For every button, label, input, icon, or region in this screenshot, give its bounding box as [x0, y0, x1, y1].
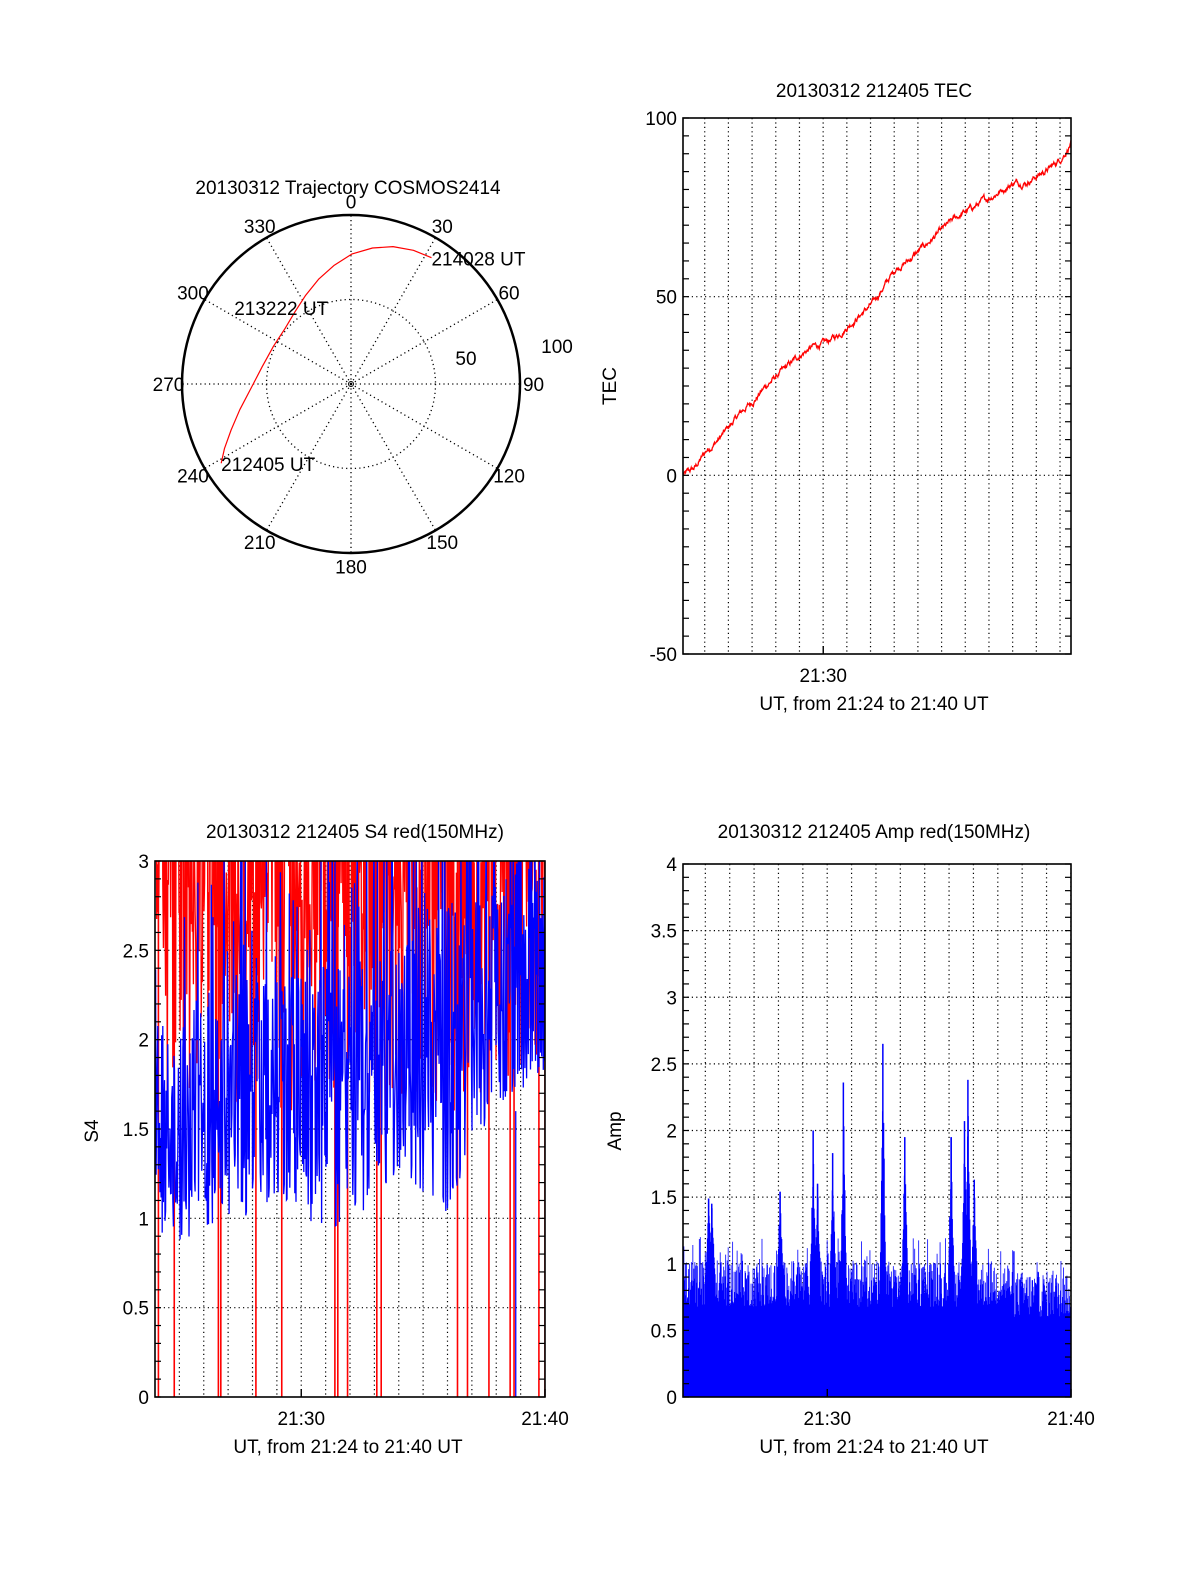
- polar-angle-label: 330: [244, 217, 276, 238]
- polar-ring-50: [265, 298, 437, 470]
- amp-panel: 20130312 212405 Amp red(150MHz) Amp UT, …: [605, 822, 1095, 1458]
- s4-ytick-label: 0: [138, 1388, 149, 1409]
- polar-angle-label: 300: [177, 284, 209, 305]
- polar-angle-label: 150: [426, 533, 458, 554]
- polar-angle-label: 270: [153, 375, 185, 396]
- trajectory-annotations: 212405 UT 213222 UT 214028 UT: [221, 250, 526, 477]
- trajectory-annotation: 212405 UT: [221, 455, 315, 476]
- trajectory-title: 20130312 Trajectory COSMOS2414: [195, 178, 501, 199]
- tec-line: [682, 139, 1072, 477]
- trajectory-annotation: 214028 UT: [431, 250, 525, 271]
- s4-xtick-label: 21:30: [277, 1409, 325, 1430]
- polar-spoke: [265, 237, 352, 385]
- amp-ylabel: Amp: [605, 1111, 626, 1150]
- tec-grid: [683, 118, 1071, 654]
- trajectory-series: [220, 246, 432, 464]
- amp-ytick-label: 3.5: [651, 922, 677, 943]
- amp-xlabel: UT, from 21:24 to 21:40 UT: [759, 1437, 989, 1458]
- amp-bar: [683, 1043, 1072, 1397]
- tec-ytick-label: 50: [656, 288, 677, 309]
- amp-ytick-label: 3: [666, 988, 677, 1009]
- s4-panel: 20130312 212405 S4 red(150MHz) S4 UT, fr…: [82, 822, 569, 1458]
- amp-ytick-label: 2: [666, 1122, 677, 1143]
- trajectory-line: [220, 246, 432, 464]
- polar-angle-label: 210: [244, 533, 276, 554]
- tec-panel: 20130312 212405 TEC TEC UT, from 21:24 t…: [600, 81, 1072, 715]
- polar-angle-label: 30: [432, 217, 453, 238]
- polar-angle-label: 240: [177, 466, 209, 487]
- amp-xtick-label: 21:40: [1047, 1409, 1095, 1430]
- polar-grid: [180, 213, 522, 555]
- amp-ytick-label: 0.5: [651, 1321, 677, 1342]
- tec-title: 20130312 212405 TEC: [776, 81, 972, 102]
- polar-angle-label: 90: [523, 375, 544, 396]
- tec-xtick-label: 21:30: [799, 666, 847, 687]
- s4-blue-line: [155, 861, 545, 1240]
- s4-xtick-label: 21:40: [521, 1409, 569, 1430]
- polar-angle-label: 0: [346, 192, 357, 213]
- polar-ring-100: [180, 213, 522, 555]
- s4-ytick-label: 1: [138, 1209, 149, 1230]
- s4-ytick-label: 2.5: [123, 941, 149, 962]
- polar-angle-label: 60: [498, 284, 519, 305]
- amp-frame: 0 0.5 1 1.5 2 2.5 3 3.5 4 21:30 21:40: [651, 855, 1095, 1430]
- amp-bars: [683, 1043, 1072, 1397]
- tec-ylabel: TEC: [600, 367, 621, 405]
- s4-ytick-label: 3: [138, 852, 149, 873]
- amp-ytick-label: 1.5: [651, 1188, 677, 1209]
- polar-spoke: [350, 298, 498, 385]
- s4-xlabel: UT, from 21:24 to 21:40 UT: [233, 1437, 463, 1458]
- polar-spoke: [204, 298, 352, 385]
- amp-grid: [683, 864, 1072, 1397]
- s4-ytick-label: 2: [138, 1031, 149, 1052]
- tec-xlabel: UT, from 21:24 to 21:40 UT: [759, 694, 989, 715]
- polar-angle-label: 180: [335, 558, 367, 579]
- tec-frame: -50 0 50 100 21:30: [645, 109, 1072, 687]
- tec-ytick-label: -50: [650, 645, 677, 666]
- s4-ytick-label: 0.5: [123, 1299, 149, 1320]
- tec-ytick-label: 100: [645, 109, 677, 130]
- polar-center: [348, 381, 354, 387]
- s4-ytick-label: 1.5: [123, 1120, 149, 1141]
- amp-title: 20130312 212405 Amp red(150MHz): [718, 822, 1031, 843]
- polar-angle-label: 120: [493, 466, 525, 487]
- polar-radial-labels: 50 100: [455, 337, 572, 370]
- s4-title: 20130312 212405 S4 red(150MHz): [206, 822, 504, 843]
- polar-spoke: [350, 237, 437, 385]
- amp-ytick-label: 2.5: [651, 1055, 677, 1076]
- tec-ytick-label: 0: [666, 466, 677, 487]
- s4-frame: 0 0.5 1 1.5 2 2.5 3 21:30 21:40: [123, 852, 569, 1430]
- amp-ytick-label: 4: [666, 855, 677, 876]
- amp-ytick-label: 0: [666, 1388, 677, 1409]
- amp-xtick-label: 21:30: [804, 1409, 852, 1430]
- polar-radial-label: 100: [541, 337, 573, 358]
- polar-angle-labels: 0 30 60 90 120 150 180 210 240 270 300 330: [153, 192, 544, 578]
- trajectory-polar-plot: 20130312 Trajectory COSMOS2414 0 30 60 90 12…: [153, 178, 573, 579]
- s4-ylabel: S4: [82, 1119, 103, 1143]
- amp-ytick-label: 1: [666, 1255, 677, 1276]
- trajectory-annotation: 213222 UT: [234, 299, 328, 320]
- polar-radial-label: 50: [455, 349, 476, 370]
